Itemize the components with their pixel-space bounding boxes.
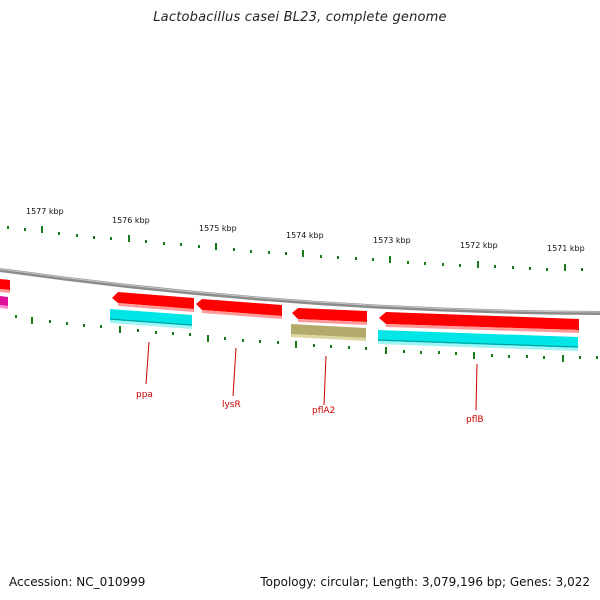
scale-label: 1572 kbp: [460, 241, 498, 250]
accession-text: Accession: NC_010999: [9, 575, 146, 589]
scale-labels: 1577 kbp 1576 kbp 1575 kbp 1574 kbp 1573…: [26, 207, 585, 253]
forward-strand-genes: [0, 279, 579, 333]
gene-label-ppa: ppa: [136, 390, 153, 400]
gene-arrow-left-edge: [0, 279, 10, 290]
map-title: Lactobacillus casei BL23, complete genom…: [153, 10, 447, 25]
cds-track: [0, 296, 579, 351]
cds-pflb: [378, 330, 578, 348]
scale-label: 1571 kbp: [547, 244, 585, 253]
scale-label: 1574 kbp: [286, 231, 324, 240]
scale-label: 1576 kbp: [112, 216, 150, 225]
genome-summary-text: Topology: circular; Length: 3,079,196 bp…: [260, 575, 590, 589]
inner-scale-ticks: [15, 315, 598, 362]
scale-label: 1577 kbp: [26, 207, 64, 216]
gene-label-pfla2: pflA2: [312, 406, 335, 416]
gene-arrow-pflb: [379, 312, 579, 330]
cds-magenta: [0, 296, 8, 306]
scale-label: 1575 kbp: [199, 224, 237, 233]
outer-scale-ticks: [7, 226, 583, 271]
gene-arrow-lysr: [196, 299, 282, 316]
gene-label-pflb: pflB: [466, 415, 484, 425]
gene-arrow-pfla2: [292, 308, 367, 322]
gene-arrow-ppa-forward: [112, 292, 194, 309]
cds-ppa: [110, 309, 192, 326]
genome-backbone: [0, 268, 600, 315]
scale-label: 1573 kbp: [373, 236, 411, 245]
cds-pfla2: [291, 324, 366, 338]
gene-labels: ppa lysR pflA2 pflB: [136, 341, 484, 425]
gene-label-lysr: lysR: [222, 400, 241, 410]
